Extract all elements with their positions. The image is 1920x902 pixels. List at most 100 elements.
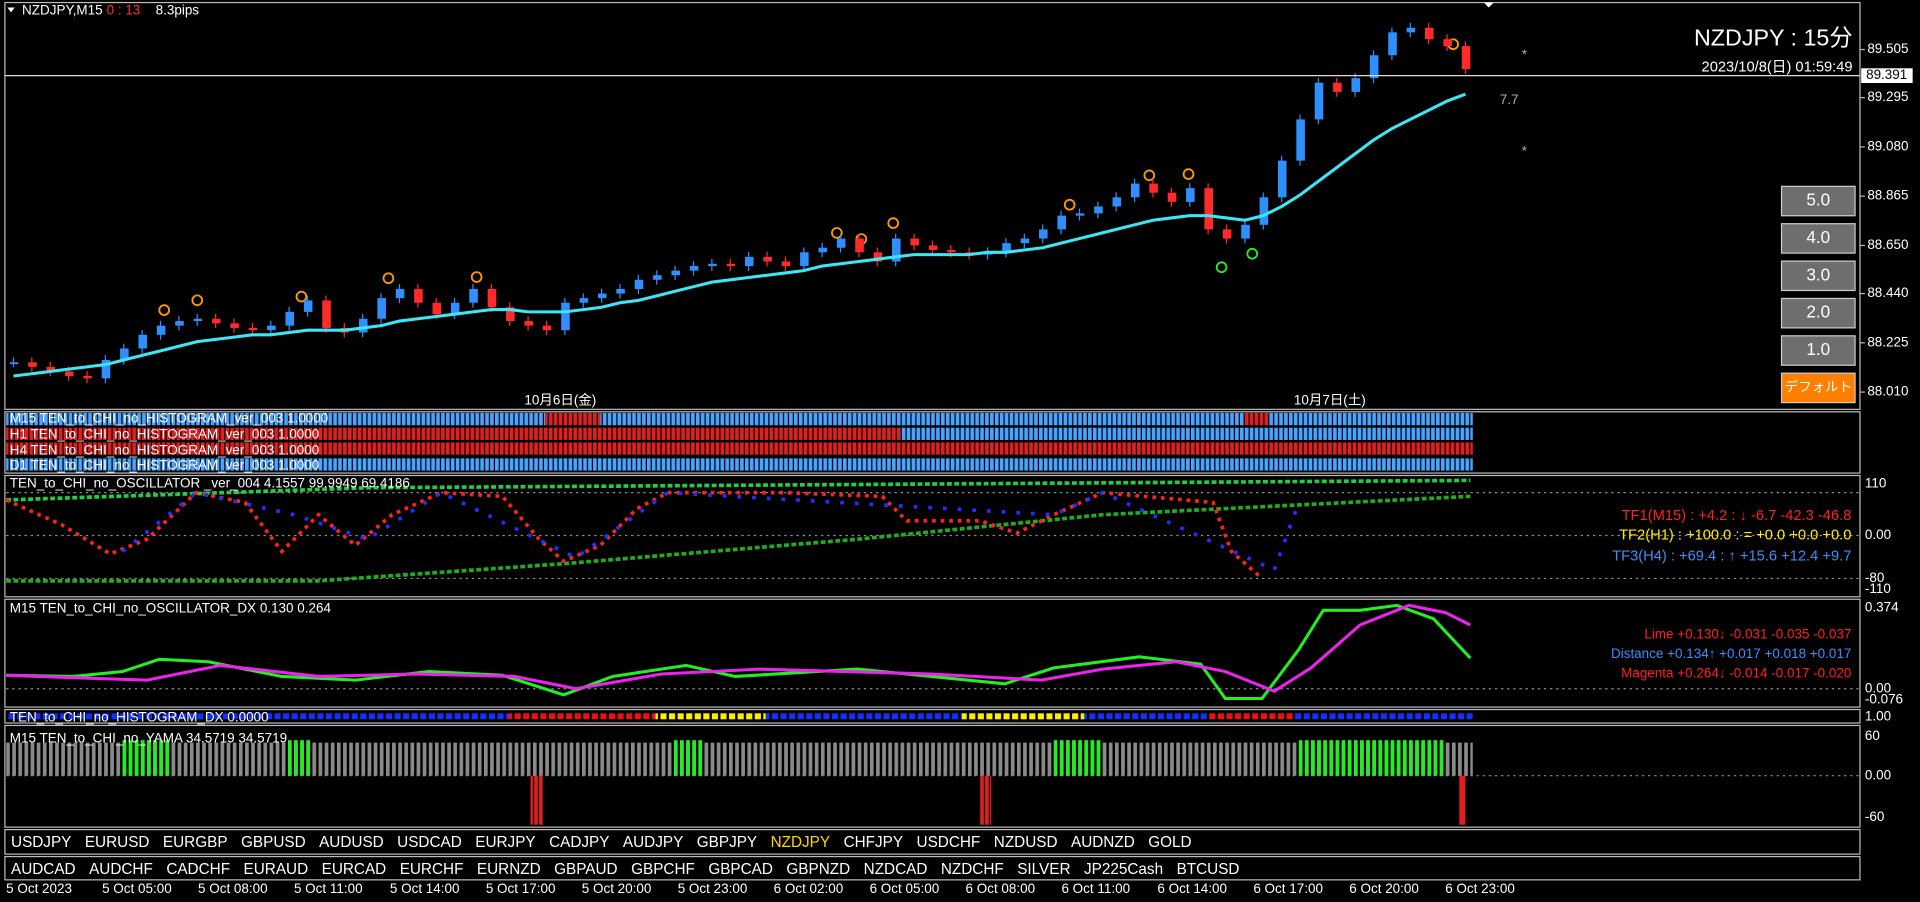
button[interactable]	[1780, 372, 1856, 404]
candle	[1002, 243, 1011, 253]
button[interactable]	[1780, 335, 1856, 366]
candle	[1461, 46, 1471, 69]
symbol-button[interactable]: EURJPY	[475, 834, 535, 851]
symbol-button[interactable]: GBPCAD	[708, 861, 773, 878]
symbol-button[interactable]: GBPUSD	[241, 834, 306, 851]
time-label: 6 Oct 08:00	[966, 881, 1036, 896]
candle	[120, 348, 129, 360]
symbol-button[interactable]: GBPCHF	[631, 861, 695, 878]
button-label[interactable]: 5.0	[1806, 190, 1830, 210]
candle	[1424, 27, 1434, 40]
candle	[101, 359, 111, 379]
symbol-button[interactable]: GBPAUD	[554, 861, 617, 878]
candle	[542, 325, 552, 331]
symbol-button[interactable]: NZDJPY	[771, 834, 831, 851]
histdx-scale: 1.00	[1865, 708, 1891, 723]
price-label: 89.505	[1867, 41, 1908, 56]
symbol-button[interactable]: CHFJPY	[844, 834, 904, 851]
candle	[1443, 39, 1452, 47]
menu-arrow[interactable]	[7, 7, 15, 13]
hist-label: H4 TEN_to_CHI_no_HISTOGRAM_ver_003 1.000…	[10, 443, 319, 458]
yama-green	[673, 740, 705, 776]
symbol-button[interactable]: AUDNZD	[1071, 834, 1135, 851]
symbol-button[interactable]: USDJPY	[11, 834, 71, 851]
price-label: 89.080	[1867, 138, 1908, 153]
symbol-button[interactable]: CADJPY	[549, 834, 609, 851]
symbol-button[interactable]: AUDUSD	[319, 834, 384, 851]
symbol-button[interactable]: GOLD	[1148, 834, 1191, 851]
button[interactable]	[1780, 260, 1856, 292]
candle	[671, 270, 681, 276]
button-label[interactable]: 1.0	[1806, 339, 1830, 359]
candle	[487, 288, 497, 308]
yama-bars	[6, 742, 1473, 776]
strip	[1243, 413, 1269, 426]
candle	[267, 325, 276, 331]
symbol-button[interactable]: NZDUSD	[994, 834, 1058, 851]
dots	[961, 713, 1085, 721]
time-label: 6 Oct 23:00	[1445, 881, 1515, 896]
symbol-button[interactable]: GBPJPY	[697, 834, 757, 851]
yama-green	[287, 740, 313, 776]
button[interactable]	[1780, 297, 1856, 329]
strip	[6, 413, 546, 426]
time-label: 5 Oct 23:00	[678, 881, 748, 896]
symbol-button[interactable]: EURCAD	[322, 861, 387, 878]
symbol-button[interactable]: CADCHF	[166, 861, 230, 878]
symbol-button[interactable]: USDCHF	[917, 834, 981, 851]
button[interactable]	[1780, 185, 1856, 217]
symbol-button[interactable]: USDCAD	[397, 834, 462, 851]
sym2-frame	[4, 855, 1861, 881]
candle	[763, 256, 772, 262]
signal-markers	[158, 38, 1459, 316]
yama-red	[978, 775, 992, 825]
yama-green	[1053, 740, 1103, 776]
button-label[interactable]: 2.0	[1806, 302, 1830, 322]
candle	[377, 298, 386, 319]
candle	[506, 307, 515, 322]
candle	[781, 261, 791, 267]
symbol-button[interactable]: BTCUSD	[1177, 861, 1240, 878]
candle	[910, 238, 919, 246]
symbol-button[interactable]: EURGBP	[163, 834, 228, 851]
button-label[interactable]: 4.0	[1806, 227, 1830, 247]
symbol-button[interactable]: NZDCAD	[864, 861, 928, 878]
price-label: 89.295	[1867, 89, 1908, 104]
symbol-button[interactable]: AUDCHF	[89, 861, 153, 878]
shift-marker	[1483, 2, 1494, 8]
tf3: TF3(H4) : +69.4 : ↑ +15.6 +12.4 +9.7	[1612, 548, 1851, 564]
symbol-button[interactable]: EURNZD	[477, 861, 541, 878]
symbol-button[interactable]: AUDCAD	[11, 861, 76, 878]
symbol-button[interactable]: JP225Cash	[1084, 861, 1163, 878]
button-label[interactable]: デフォルト	[1785, 378, 1852, 394]
time-label: 6 Oct 17:00	[1253, 881, 1323, 896]
symbol-button[interactable]: AUDJPY	[623, 834, 683, 851]
dx-scale: 0.00	[1865, 680, 1891, 695]
button-label[interactable]: 3.0	[1806, 264, 1830, 284]
candle	[561, 302, 570, 331]
sym1-frame	[4, 828, 1861, 855]
symbol-button[interactable]: EURCHF	[400, 861, 464, 878]
time-label: 6 Oct 14:00	[1157, 881, 1227, 896]
candle	[891, 238, 901, 262]
hist-label: M15 TEN_to_CHI_no_HISTOGRAM_ver_003 1.00…	[10, 411, 328, 426]
candle	[818, 247, 828, 253]
note: 7.7	[1500, 92, 1519, 107]
candle	[1186, 188, 1195, 202]
dx-line: Distance +0.134↑ +0.017 +0.018 +0.017	[1611, 646, 1851, 661]
dx-title: M15 TEN_to_CHI_no_OSCILLATOR_DX 0.130 0.…	[10, 601, 332, 616]
button[interactable]	[1780, 223, 1856, 254]
osc-scale: 110	[1865, 476, 1886, 491]
candle	[708, 263, 717, 267]
yama-green	[1298, 740, 1446, 776]
symbol-button[interactable]: EURAUD	[244, 861, 309, 878]
symbol-button[interactable]: NZDCHF	[941, 861, 1004, 878]
osc-scale: -110	[1865, 581, 1891, 596]
yama-scale: -60	[1865, 809, 1884, 824]
symbol-button[interactable]: GBPNZD	[786, 861, 850, 878]
time-label: 6 Oct 11:00	[1061, 881, 1130, 896]
strip	[545, 413, 601, 426]
candle	[689, 266, 699, 271]
symbol-button[interactable]: SILVER	[1017, 861, 1070, 878]
symbol-button[interactable]: EURUSD	[85, 834, 150, 851]
